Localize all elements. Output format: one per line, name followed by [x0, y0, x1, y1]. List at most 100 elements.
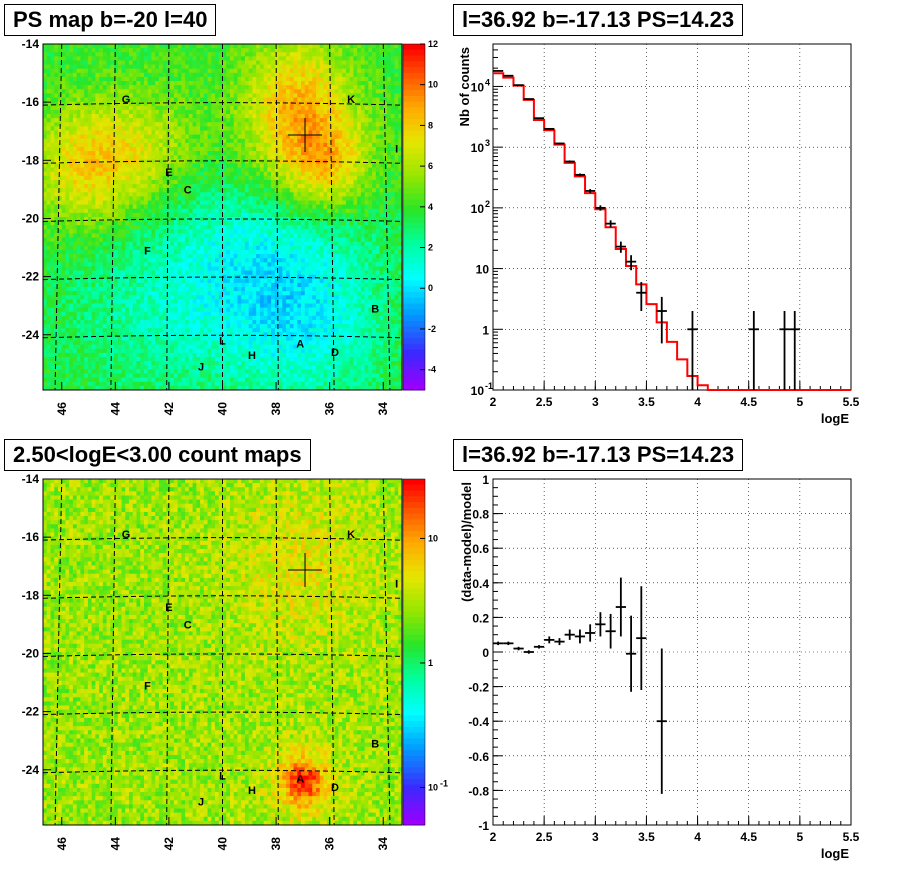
ps-map-grid-meridian [329, 43, 335, 391]
source-label-C: C [184, 184, 192, 196]
count-map-grid-meridian [54, 478, 63, 826]
spectrum-y-tick-label: 10 [471, 384, 485, 398]
source-label-L: L [219, 336, 226, 348]
ps-map-colorbar-label: 6 [428, 161, 433, 171]
count-map-grid-meridian [329, 478, 335, 826]
count-map-colorbar [402, 478, 426, 826]
source-label-K: K [347, 529, 355, 541]
title-count-map: 2.50<logE<3.00 count maps [4, 439, 311, 471]
residual-y-tick-label: -0.8 [468, 784, 489, 798]
residual-frame [492, 478, 852, 826]
ps-map-grid-parallel [42, 102, 403, 106]
ps-map-grid [42, 43, 403, 391]
ps-map-y-tick-label: -20 [22, 211, 40, 225]
ps-map-x-tick-label: 42 [162, 402, 176, 416]
ps-map-colorbar-label: 2 [428, 243, 433, 253]
residual-y-tick-label: -1 [478, 819, 489, 833]
ps-map-x-tick-label: 36 [323, 402, 337, 416]
source-label-B: B [371, 304, 379, 316]
spectrum-y-axis-title: Nb of counts [457, 47, 472, 126]
ps-map-y-tick-label: -18 [22, 153, 40, 167]
ps-map: 46 44 42 40 38 36 34 -14 -16 -18 -20 -22 -24 G K I EC F B L… [22, 37, 403, 415]
title-ps-map: PS map b=-20 l=40 [4, 4, 217, 36]
title-residuals: l=36.92 b=-17.13 PS=14.23 [453, 439, 744, 471]
count-map-x-tick-label: 34 [376, 837, 390, 851]
spectrum-y-tick-label: 10 [471, 80, 485, 94]
count-map-y-tick-label: -16 [22, 530, 40, 544]
count-map-grid-parallel [42, 595, 403, 599]
residual-y-tick-label: 1 [482, 473, 489, 487]
source-label-B: B [371, 739, 379, 751]
ps-map-y-tick-label: -24 [22, 328, 40, 342]
count-map-grid [42, 478, 403, 826]
count-map-colorbar-exponent: -1 [440, 779, 448, 789]
residual-y-axis-title: (data-model)/model [459, 482, 474, 602]
residual-y-tick-label: -0.6 [468, 750, 489, 764]
ps-map-colorbar [402, 43, 426, 391]
source-label-K: K [347, 94, 355, 106]
ps-map-x-tick-label: 46 [55, 402, 69, 416]
source-label-F: F [144, 680, 151, 692]
ps-map-colorbar-label: 4 [428, 202, 433, 212]
count-map-grid-meridian [382, 478, 391, 826]
count-map-grid-parallel [42, 653, 403, 657]
count-map-colorbar-label: 1 [428, 658, 433, 668]
source-label-J: J [198, 362, 204, 374]
residual-x-tick-label: 2 [490, 830, 497, 844]
ps-map-x-tick-label: 44 [108, 402, 122, 416]
count-map-x-tick-label: 46 [55, 837, 69, 851]
residual-x-tick-label: 4 [694, 830, 701, 844]
spectrum-x-tick-label: 2.5 [536, 395, 553, 409]
source-label-C: C [184, 619, 192, 631]
spectrum-grid [493, 44, 851, 390]
residual-x-tick-label: 3 [592, 830, 599, 844]
count-map-y-tick-label: -20 [22, 646, 40, 660]
count-map-grid-meridian [275, 478, 279, 826]
residual-y-tick-label: -0.2 [468, 681, 489, 695]
count-map-x-tick-label: 38 [269, 837, 283, 851]
spectrum-y-tick-exponent: 3 [485, 138, 490, 148]
spectrum-y-tick-exponent: -1 [485, 381, 493, 391]
spectrum-x-tick-label: 4.5 [740, 395, 757, 409]
ps-map-colorbar-label: 0 [428, 283, 433, 293]
ps-map-x-tick-label: 34 [376, 402, 390, 416]
residual-y-tick-label: 0.8 [472, 508, 489, 522]
source-label-J: J [198, 797, 204, 809]
residual-y-tick-label: 0 [482, 646, 489, 660]
ps-map-grid-parallel [42, 218, 403, 222]
count-map-x-tick-label: 36 [323, 837, 337, 851]
count-map-grid-parallel [42, 769, 403, 774]
source-label-L: L [219, 771, 226, 783]
ps-map-grid-parallel [42, 160, 403, 164]
spectrum-x-tick-label: 5.5 [843, 395, 860, 409]
ps-map-y-tick-label: -22 [22, 270, 40, 284]
spectrum-x-tick-label: 4 [694, 395, 701, 409]
ps-map-colorbar-label: -4 [428, 365, 436, 375]
count-map-colorbar-frame [402, 478, 426, 826]
residual-x-tick-label: 5.5 [843, 830, 860, 844]
residual-y-tick-label: 0.2 [472, 611, 489, 625]
ps-map-grid-meridian [54, 43, 63, 391]
spectrum-x-tick-label: 3.5 [638, 395, 655, 409]
spectrum-x-tick-label: 5 [797, 395, 804, 409]
ps-map-colorbar-label: 12 [428, 39, 438, 49]
residual-grid [493, 479, 851, 825]
source-label-G: G [122, 529, 131, 541]
count-map: 46 44 42 40 38 36 34 -14 -16 -18 -20 -22 -24 G K I EC F B L… [22, 472, 403, 850]
count-map-y-tick-label: -22 [22, 705, 40, 719]
ps-map-grid-meridian [110, 43, 116, 391]
spectrum-y-tick-label: 10 [471, 202, 485, 216]
ps-map-x-tick-label: 40 [216, 402, 230, 416]
ps-map-grid-meridian [166, 43, 170, 391]
source-label-A: A [296, 773, 304, 785]
source-label-I: I [395, 144, 398, 156]
residual-y-tick-label: -0.4 [468, 715, 489, 729]
ps-map-y-tick-label: -14 [22, 37, 40, 51]
source-label-H: H [248, 350, 256, 362]
residual-x-tick-label: 3.5 [638, 830, 655, 844]
source-label-A: A [296, 338, 304, 350]
spectrum-x-tick-label: 2 [490, 395, 497, 409]
source-label-E: E [165, 602, 172, 614]
